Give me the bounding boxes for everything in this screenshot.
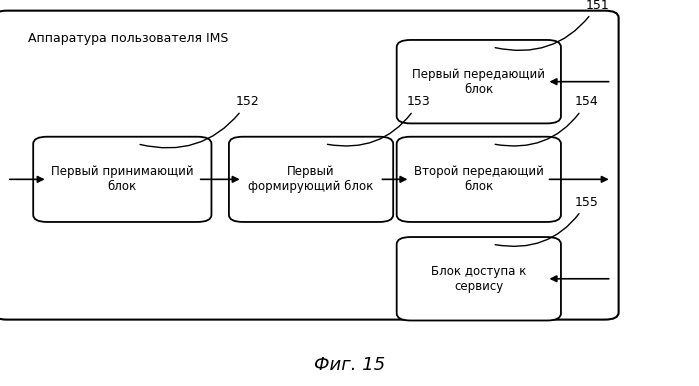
Text: 151: 151 bbox=[495, 0, 609, 51]
Text: 152: 152 bbox=[140, 95, 259, 148]
Text: 154: 154 bbox=[495, 95, 598, 146]
FancyBboxPatch shape bbox=[397, 237, 561, 320]
FancyBboxPatch shape bbox=[33, 137, 211, 222]
Text: Первый
формирующий блок: Первый формирующий блок bbox=[248, 165, 374, 193]
FancyBboxPatch shape bbox=[229, 137, 393, 222]
Text: 153: 153 bbox=[327, 95, 431, 146]
Text: Первый передающий
блок: Первый передающий блок bbox=[412, 68, 545, 96]
FancyBboxPatch shape bbox=[397, 137, 561, 222]
Text: 155: 155 bbox=[495, 196, 599, 246]
Text: Аппаратура пользователя IMS: Аппаратура пользователя IMS bbox=[28, 32, 229, 45]
FancyBboxPatch shape bbox=[0, 11, 619, 320]
Text: Первый принимающий
блок: Первый принимающий блок bbox=[51, 165, 194, 193]
Text: Фиг. 15: Фиг. 15 bbox=[314, 356, 385, 374]
Text: Второй передающий
блок: Второй передающий блок bbox=[414, 165, 544, 193]
FancyBboxPatch shape bbox=[397, 40, 561, 124]
Text: Блок доступа к
сервису: Блок доступа к сервису bbox=[431, 265, 526, 293]
